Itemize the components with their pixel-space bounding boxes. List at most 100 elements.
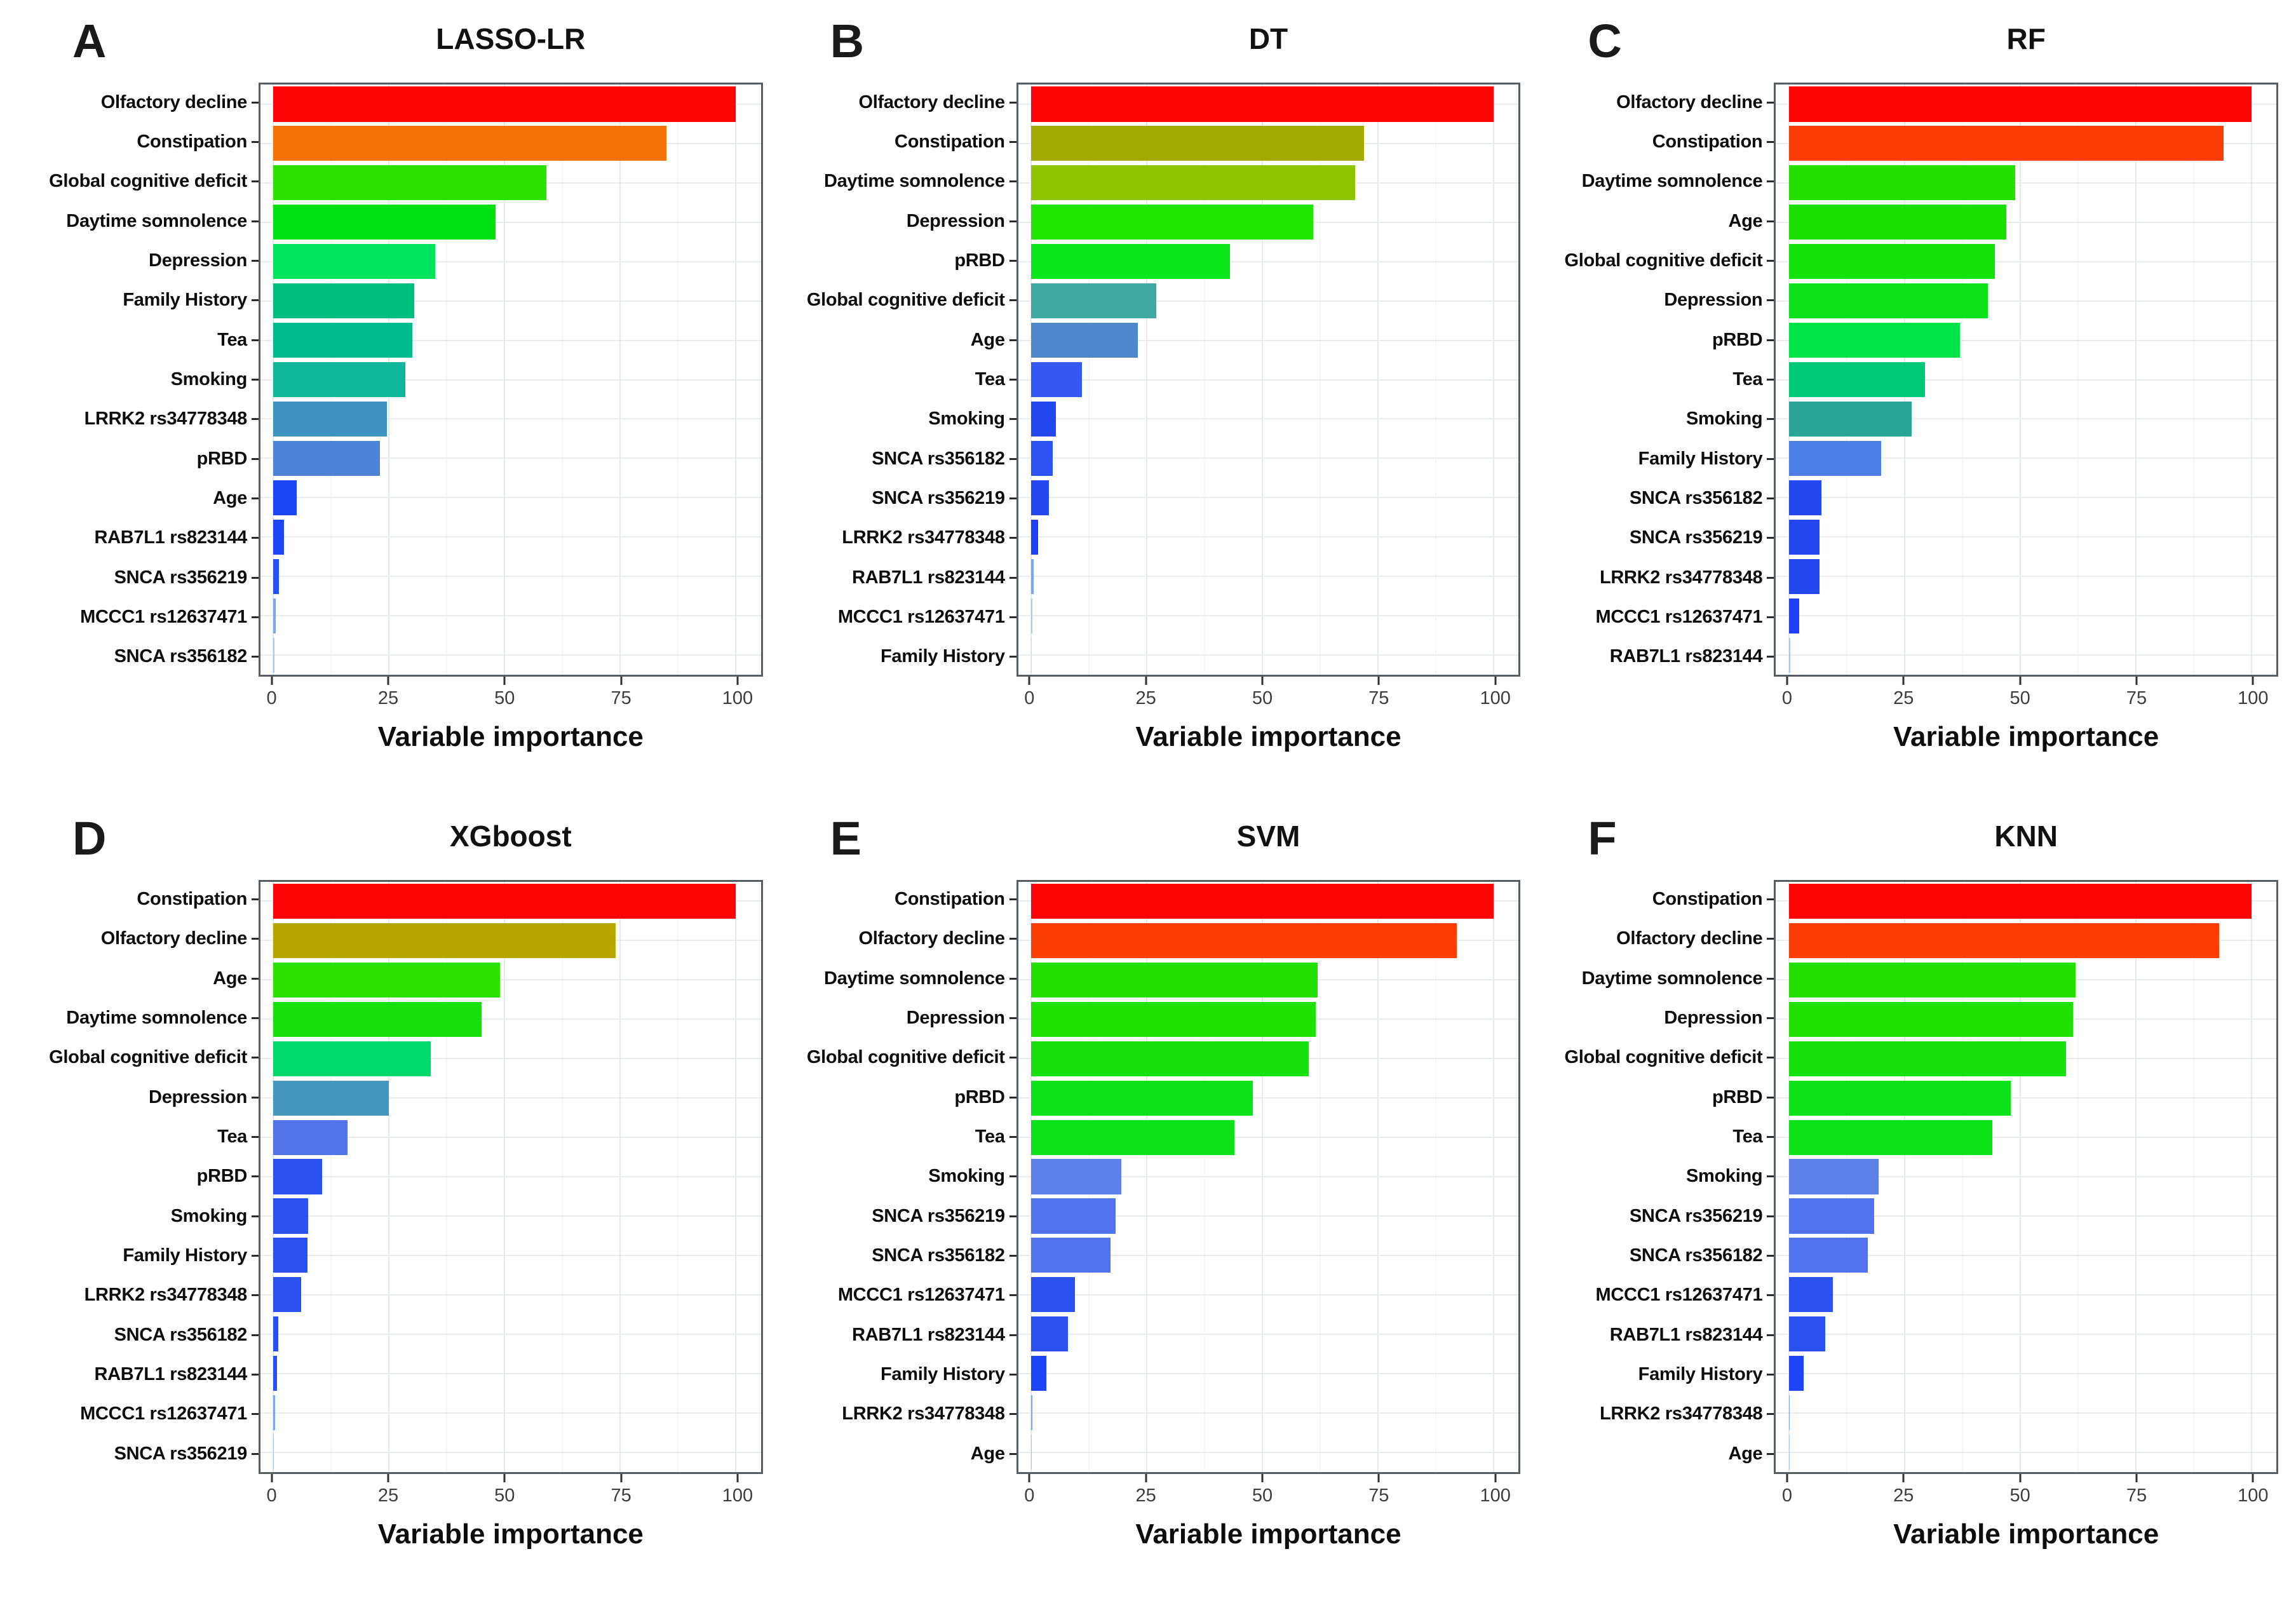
x-tick-mark — [2019, 677, 2022, 685]
y-axis-row: LRRK2 rs34778348 — [14, 400, 259, 439]
bar-row — [1776, 124, 2276, 163]
category-label: Family History — [881, 646, 1005, 667]
y-tick-mark — [1009, 1294, 1016, 1297]
category-label: MCCC1 rs12637471 — [837, 1285, 1005, 1306]
importance-bar — [1788, 283, 1988, 319]
y-axis-row: SNCA rs356219 — [14, 558, 259, 597]
horizontal-gridline — [1776, 260, 2276, 262]
chart-body: Constipation Olfactory decline Daytime som… — [1529, 879, 2278, 1603]
y-tick-mark — [252, 1136, 259, 1139]
horizontal-gridline — [1018, 300, 1519, 302]
category-label: Smoking — [170, 369, 248, 389]
category-label: Age — [1728, 210, 1763, 231]
x-tick-label: 100 — [2238, 688, 2269, 708]
bar-row — [1018, 999, 1519, 1039]
category-label: Depression — [1664, 1008, 1763, 1029]
bar-row — [1776, 999, 2276, 1039]
y-axis-row: Smoking — [14, 360, 259, 399]
category-label: MCCC1 rs12637471 — [1595, 606, 1763, 627]
y-axis-row: SNCA rs356219 — [14, 1434, 259, 1473]
panel-header: E SVM — [772, 811, 1521, 880]
y-tick-mark — [252, 1096, 259, 1099]
importance-bar — [1788, 1080, 2011, 1116]
y-tick-mark — [1009, 180, 1016, 183]
panel-C: C RF Olfactory decline Constipation Daytime … — [1527, 9, 2285, 806]
x-axis-title: Variable importance — [1135, 721, 1401, 752]
importance-bar — [1788, 126, 2224, 161]
y-tick-mark — [1767, 1175, 1774, 1178]
horizontal-gridline — [260, 300, 761, 302]
y-axis-row: Daytime somnolence — [1529, 959, 1774, 998]
y-tick-mark — [252, 1175, 259, 1178]
plot-area — [1016, 83, 1521, 677]
category-label: Olfactory decline — [1616, 928, 1763, 949]
category-label: Daytime somnolence — [823, 968, 1005, 989]
importance-bar — [1788, 1041, 2067, 1076]
importance-bar — [273, 1001, 482, 1037]
panel-header: A LASSO-LR — [14, 14, 763, 83]
category-label: Tea — [1732, 1126, 1763, 1147]
y-tick-mark — [1767, 299, 1774, 302]
x-axis: 0 25 50 75 100 — [259, 1473, 763, 1511]
importance-bar — [273, 519, 285, 555]
importance-bar — [1031, 205, 1314, 240]
panel-letter: E — [830, 811, 862, 865]
y-axis-row: RAB7L1 rs823144 — [14, 1355, 259, 1394]
y-tick-mark — [252, 259, 259, 262]
category-label: LRRK2 rs34778348 — [842, 527, 1005, 548]
category-label: LRRK2 rs34778348 — [1599, 567, 1763, 588]
y-tick-mark — [1767, 938, 1774, 940]
importance-bar — [1031, 1159, 1122, 1194]
bar-row — [1018, 124, 1519, 163]
category-label: MCCC1 rs12637471 — [80, 1403, 247, 1424]
y-axis-row: Family History — [772, 1355, 1016, 1394]
category-label: Family History — [1638, 448, 1763, 469]
importance-bar — [1788, 205, 2006, 240]
plot-area — [1774, 83, 2278, 677]
bar-row — [260, 360, 761, 400]
importance-bar — [273, 126, 667, 161]
horizontal-gridline — [260, 1137, 761, 1139]
importance-bar — [1788, 1001, 2074, 1037]
bar-row — [1776, 1196, 2276, 1236]
horizontal-gridline — [260, 536, 761, 538]
category-label: LRRK2 rs34778348 — [1599, 1403, 1763, 1424]
importance-bar — [1031, 480, 1049, 515]
y-tick-mark — [1009, 656, 1016, 658]
importance-bar — [273, 165, 546, 201]
bar-row — [1776, 321, 2276, 360]
importance-bar — [1031, 1395, 1033, 1431]
importance-bar — [1788, 362, 1926, 398]
y-axis-row: Family History — [14, 281, 259, 320]
bar-row — [260, 1157, 761, 1196]
category-label: RAB7L1 rs823144 — [94, 527, 247, 548]
y-tick-mark — [1009, 1136, 1016, 1139]
importance-bar — [273, 401, 387, 437]
y-axis-row: pRBD — [772, 1078, 1016, 1117]
x-tick-mark — [1145, 677, 1147, 685]
x-tick-label: 25 — [377, 1485, 399, 1506]
x-tick-label: 75 — [2126, 688, 2147, 708]
plot-area — [1016, 879, 1521, 1474]
x-tick-mark — [2135, 1473, 2138, 1482]
y-tick-mark — [252, 898, 259, 901]
horizontal-gridline — [260, 418, 761, 420]
panel-header: D XGboost — [14, 811, 763, 880]
bar-row — [1018, 203, 1519, 242]
category-label: Global cognitive deficit — [806, 290, 1005, 311]
y-axis-row: Constipation — [772, 122, 1016, 161]
importance-bar — [1031, 883, 1494, 919]
horizontal-gridline — [1776, 379, 2276, 381]
horizontal-gridline — [260, 1451, 761, 1453]
panel-letter: C — [1588, 15, 1622, 67]
y-axis-row: LRRK2 rs34778348 — [772, 518, 1016, 558]
y-axis-row: Daytime somnolence — [772, 162, 1016, 201]
horizontal-gridline — [1776, 536, 2276, 538]
x-tick-label: 0 — [1781, 1485, 1793, 1506]
y-tick-mark — [1767, 898, 1774, 901]
bar-row — [260, 400, 761, 439]
x-tick-label: 0 — [1024, 688, 1035, 708]
y-tick-mark — [1009, 898, 1016, 901]
importance-bar — [1788, 401, 1912, 437]
